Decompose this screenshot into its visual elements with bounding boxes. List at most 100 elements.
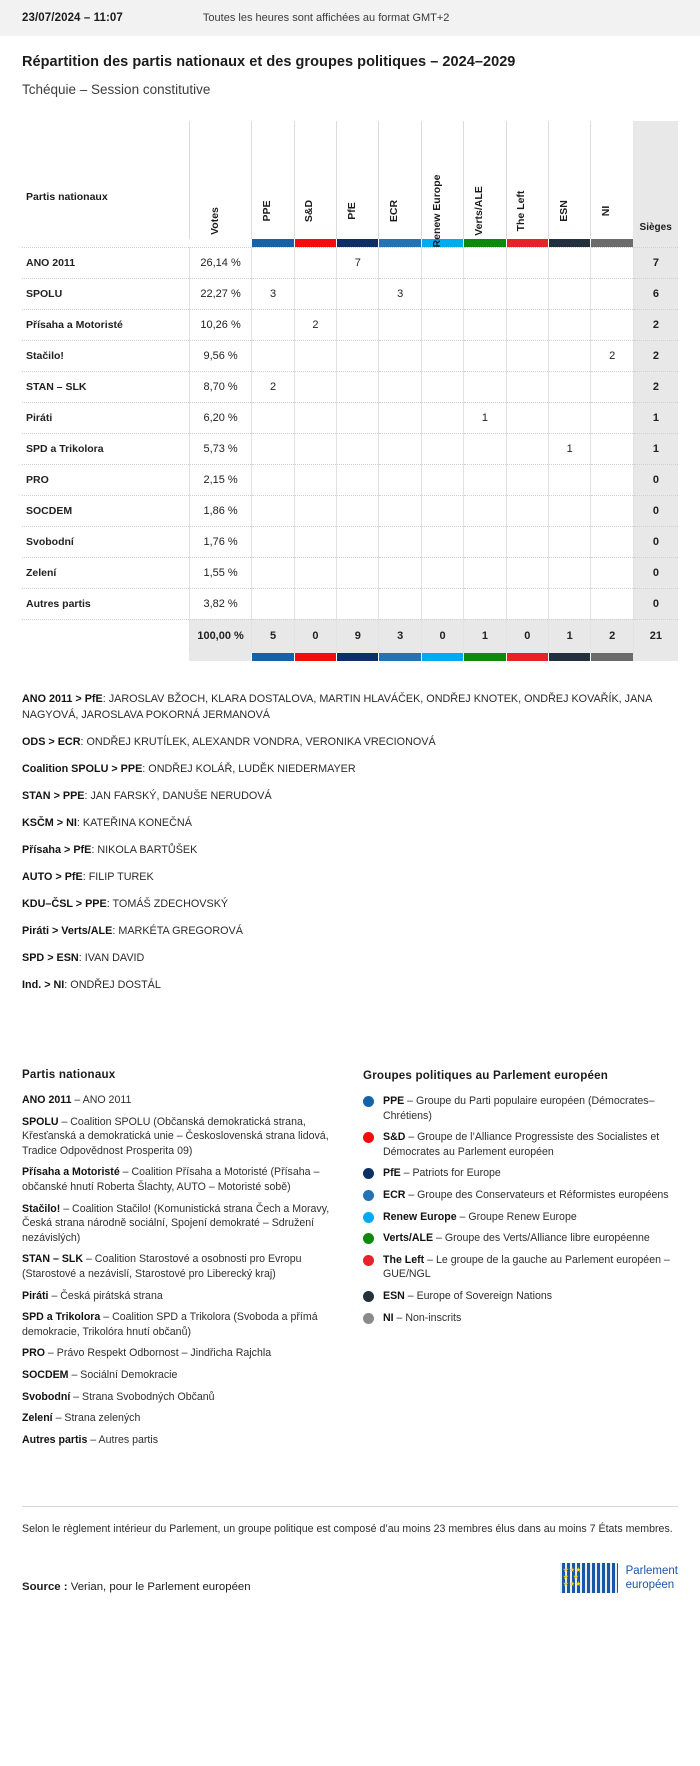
row-seats-sd [293,525,337,557]
row-seats-ecr [378,463,422,495]
column-header-the-left: The Left [505,121,549,239]
mep-entry: Přísaha > PfE: NIKOLA BARTŮŠEK [22,842,678,858]
row-seats-ppe [251,556,295,588]
legend-group-abbr: Renew Europe [383,1210,457,1223]
row-seats-pfe [336,432,379,464]
row-seats-renew-europe [420,463,464,495]
mep-entry: ANO 2011 > PfE: JAROSLAV BŽOCH, KLARA DO… [22,691,678,723]
ep-flag-bars [559,1563,618,1594]
legend-group-item: NI – Non-inscrits [363,1311,678,1326]
strip-bottom-body [22,653,678,661]
row-seats-the-left [505,246,549,278]
row-total-seats: 1 [632,432,678,464]
row-party-name: Piráti [22,401,190,433]
color-swatch-b-renew-europe [420,653,464,661]
row-seats-pfe [336,277,379,309]
column-header-seats: Sièges [633,121,678,239]
row-seats-verts-ale [463,339,507,371]
legend-group-item: Renew Europe – Groupe Renew Europe [363,1210,678,1225]
row-seats-pfe [336,339,379,371]
row-seats-ni [590,432,634,464]
column-header-ni-label: NI [600,205,613,217]
row-total-seats: 2 [632,339,678,371]
total-seats-ppe: 5 [251,618,295,653]
mep-entry-label: Piráti > Verts/ALE [22,925,113,937]
row-seats-verts-ale [463,525,507,557]
row-seats-ppe [251,494,295,526]
mep-entry-names: : TOMÁŠ ZDECHOVSKÝ [106,898,229,910]
row-seats-ni [590,494,634,526]
mep-entry: AUTO > PfE: FILIP TUREK [22,869,678,885]
table-row: Zelení 1,55 % 0 [22,556,678,588]
color-swatch-b-ni [590,653,634,661]
mep-entry-label: Coalition SPOLU > PPE [22,763,143,775]
row-seats-ecr [378,432,422,464]
row-seats-esn [548,277,591,309]
row-votes: 2,15 % [188,463,252,495]
legend-group-color-dot [363,1312,374,1324]
table-body: ANO 2011 26,14 % 7 7 SPOLU 22,27 % 3 3 6 Přísaha … [22,246,678,653]
column-header-esn-label: ESN [557,200,570,222]
ep-logo-line2: européen [625,1579,675,1592]
ep-flag-icon: ★★★ ★ ★ ★★★ [559,1563,618,1594]
row-party-name: Stačilo! [22,339,190,371]
row-seats-the-left [505,277,549,309]
row-party-name: PRO [22,463,190,495]
row-party-name: ANO 2011 [22,246,190,278]
mep-entry-names: : JAN FARSKÝ, DANUŠE NERUDOVÁ [84,790,272,802]
row-total-seats: 0 [632,525,678,557]
row-seats-the-left [505,401,549,433]
row-seats-ni [590,463,634,495]
row-seats-ppe [251,432,295,464]
legend-group-color-dot [363,1189,374,1201]
row-seats-verts-ale [463,370,507,402]
row-party-name: Zelení [22,556,190,588]
mep-entry-names: : ONDŘEJ KRUTÍLEK, ALEXANDR VONDRA, VERO… [80,736,436,748]
legend-group-desc: – Patriots for Europe [400,1167,501,1180]
row-party-name: SPOLU [22,277,190,309]
legend-party-abbr: PRO [22,1347,45,1360]
row-seats-esn [548,401,591,433]
row-seats-the-left [505,432,549,464]
group-color-strip-bottom-table [22,653,678,661]
row-seats-verts-ale [463,556,507,588]
page-subtitle: Tchéquie – Session constitutive [22,82,211,97]
legend-party-desc: – Coalition SPD a Trikolora (Svoboda a p… [22,1311,318,1338]
row-seats-pfe [336,587,379,619]
legend-party-abbr: Přísaha a Motoristé [22,1166,120,1179]
total-seats-verts-ale: 1 [463,618,507,653]
row-seats-sd [293,246,337,278]
legend-party-item: SPOLU – Coalition SPOLU (Občanská demokr… [22,1115,337,1159]
legend-group-item: Verts/ALE – Groupe des Verts/Alliance li… [363,1231,678,1246]
column-header-ppe: PPE [251,121,295,239]
row-seats-sd [293,370,337,402]
total-label [22,618,190,653]
strip-b-spacer-votes [189,653,252,661]
legend-party-item: SOCDEM – Sociální Demokracie [22,1368,337,1383]
legend-group-abbr: PPE [383,1095,405,1107]
timestamp: 23/07/2024 – 11:07 [22,12,123,24]
table-row: PRO 2,15 % 0 [22,463,678,495]
total-seats-ni: 2 [590,618,634,653]
legend-party-item: ANO 2011 – ANO 2011 [22,1093,337,1108]
row-votes: 22,27 % [188,277,252,309]
legend-party-item: Autres partis – Autres partis [22,1433,337,1448]
legend-group-color-dot [363,1233,374,1245]
strip-spacer-votes [189,239,252,247]
row-seats-sd [293,277,337,309]
legend-group-item: PfE – Patriots for Europe [363,1166,678,1181]
total-seats-the-left: 0 [505,618,549,653]
row-votes: 1,55 % [188,556,252,588]
table-header-row: Partis nationaux Votes PPE S&D PfE ECR R… [22,121,678,247]
mep-entry-names: : ONDŘEJ KOLÁŘ, LUDĚK NIEDERMAYER [142,763,356,775]
row-seats-ecr [378,587,422,619]
color-swatch-b-verts-ale [463,653,507,661]
color-swatch-b-ppe [251,653,295,661]
legend-party-item: Svobodní – Strana Svobodných Občanů [22,1390,337,1405]
table-row: SOCDEM 1,86 % 0 [22,494,678,526]
column-header-esn: ESN [548,121,591,239]
legend-group-item: ECR – Groupe des Conservateurs et Réform… [363,1188,678,1203]
strip-spacer-seats [633,239,678,247]
row-seats-ppe: 3 [251,277,295,309]
group-color-strip-bottom [22,653,678,661]
